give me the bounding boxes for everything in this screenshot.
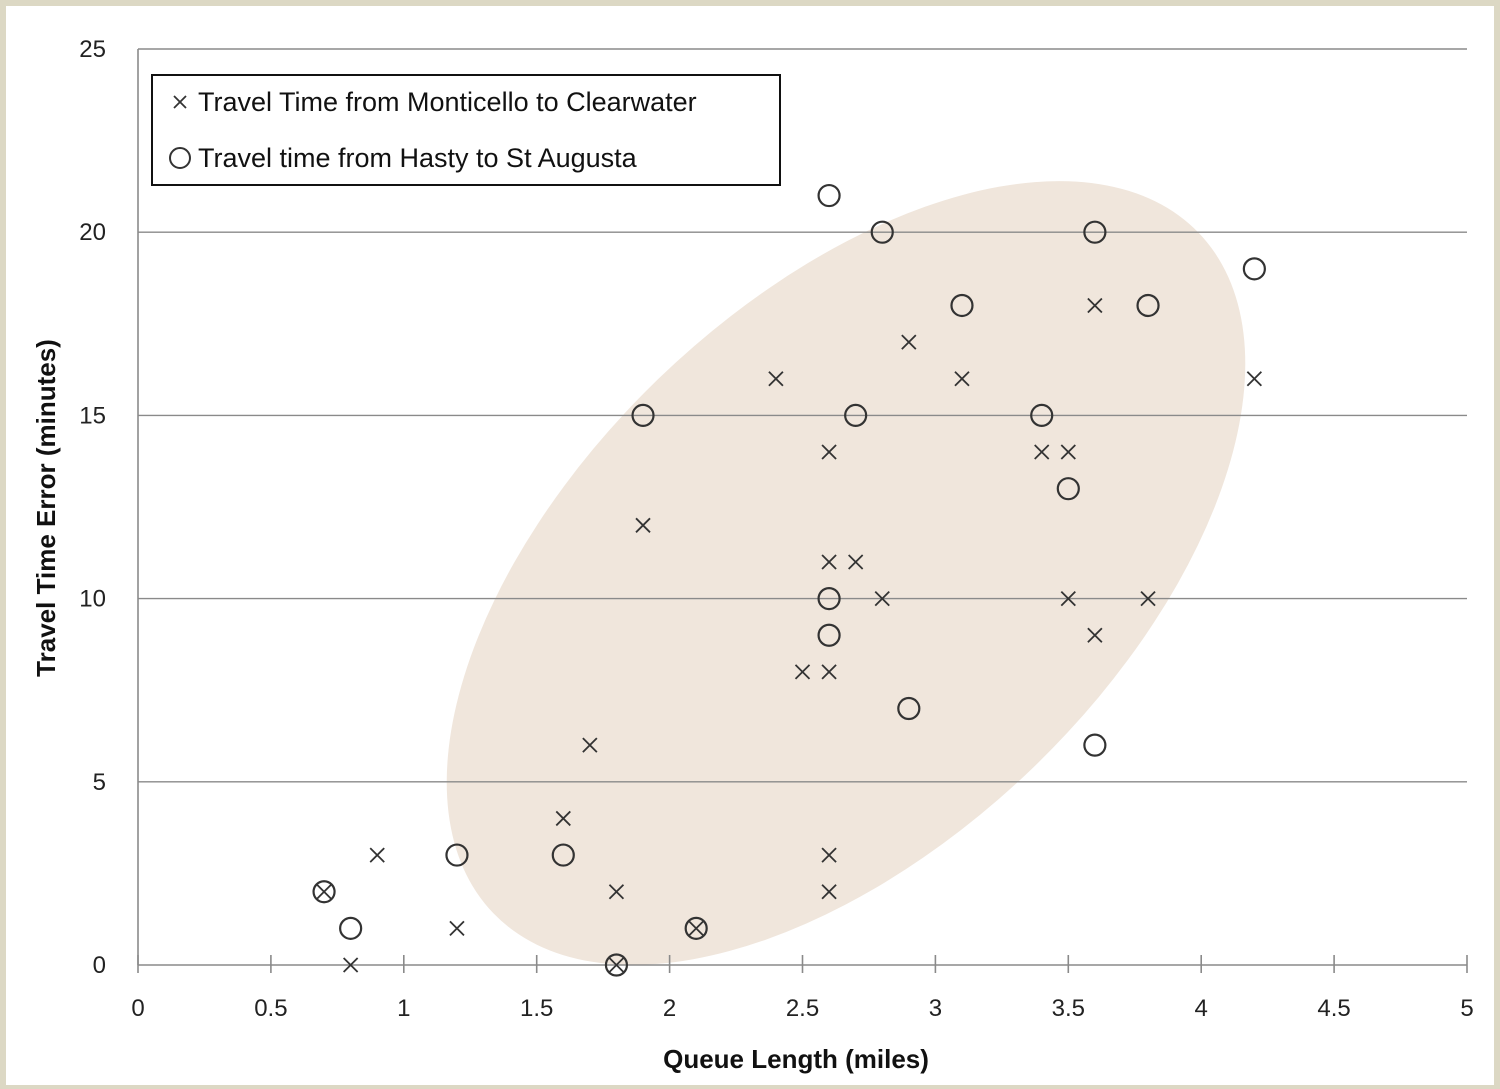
x-axis-title: Queue Length (miles) bbox=[663, 1044, 929, 1074]
point-monticello-clearwater bbox=[449, 920, 465, 936]
point-monticello-clearwater bbox=[768, 371, 784, 387]
x-tick-label: 2 bbox=[663, 995, 676, 1022]
legend: Travel Time from Monticello to Clearwate… bbox=[151, 74, 781, 186]
point-monticello-clearwater bbox=[582, 737, 598, 753]
point-monticello-clearwater bbox=[555, 810, 571, 827]
point-hasty-st-augusta bbox=[1083, 733, 1107, 757]
point-monticello-clearwater bbox=[848, 554, 864, 570]
point-hasty-st-augusta bbox=[631, 403, 655, 427]
point-monticello-clearwater bbox=[794, 664, 811, 680]
legend-box bbox=[151, 74, 781, 186]
point-hasty-st-augusta bbox=[950, 293, 974, 318]
tick-labels: 0 5 10 15 20 25 0 0.5 1 1.5 2 2.5 3 3.5 4 4.5 5 bbox=[79, 36, 1473, 1022]
point-monticello-clearwater bbox=[1034, 444, 1050, 460]
y-tick-label: 10 bbox=[79, 586, 106, 613]
y-tick-label: 20 bbox=[79, 219, 106, 246]
x-tick-label: 2.5 bbox=[786, 995, 819, 1022]
point-monticello-clearwater bbox=[1087, 297, 1103, 314]
point-hasty-st-augusta bbox=[1030, 403, 1054, 427]
point-monticello-clearwater bbox=[954, 371, 970, 387]
y-axis-title: Travel Time Error (minutes) bbox=[31, 339, 61, 677]
x-tick-label: 0.5 bbox=[254, 995, 287, 1022]
x-tick-label: 5 bbox=[1460, 995, 1473, 1022]
point-monticello-clearwater bbox=[821, 554, 837, 570]
y-tick-label: 15 bbox=[79, 402, 106, 429]
point-monticello-clearwater bbox=[1060, 444, 1076, 460]
highlight-ellipse bbox=[446, 181, 1246, 965]
point-monticello-clearwater bbox=[874, 590, 890, 607]
point-hasty-st-augusta bbox=[817, 183, 841, 208]
point-monticello-clearwater bbox=[1140, 590, 1156, 607]
point-monticello-clearwater bbox=[821, 847, 837, 863]
point-monticello-clearwater bbox=[821, 444, 837, 460]
point-monticello-clearwater bbox=[821, 664, 837, 680]
point-hasty-st-augusta bbox=[339, 916, 363, 940]
point-hasty-st-augusta bbox=[551, 843, 575, 867]
x-tick-label: 3.5 bbox=[1052, 995, 1085, 1022]
point-monticello-clearwater bbox=[608, 957, 625, 973]
point-monticello-clearwater bbox=[316, 884, 332, 900]
legend-label-monticello: Travel Time from Monticello to Clearwate… bbox=[198, 87, 697, 117]
x-tick-label: 3 bbox=[929, 995, 942, 1022]
x-tick-label: 0 bbox=[131, 995, 144, 1022]
point-monticello-clearwater bbox=[1246, 371, 1262, 387]
point-hasty-st-augusta bbox=[312, 880, 336, 904]
point-monticello-clearwater bbox=[608, 884, 625, 900]
x-tick-label: 4.5 bbox=[1317, 995, 1350, 1022]
point-monticello-clearwater bbox=[1060, 590, 1076, 607]
point-hasty-st-augusta bbox=[1056, 477, 1080, 501]
gridlines bbox=[138, 48, 1467, 783]
point-monticello-clearwater bbox=[635, 517, 651, 533]
point-hasty-st-augusta bbox=[897, 696, 921, 721]
point-monticello-clearwater bbox=[343, 957, 359, 973]
point-monticello-clearwater bbox=[1087, 627, 1103, 643]
x-tick-label: 1 bbox=[397, 995, 410, 1022]
axes bbox=[137, 49, 1468, 973]
point-hasty-st-augusta bbox=[870, 220, 894, 244]
point-hasty-st-augusta bbox=[1136, 293, 1160, 318]
point-monticello-clearwater bbox=[821, 884, 837, 900]
point-hasty-st-augusta bbox=[844, 403, 868, 427]
point-hasty-st-augusta bbox=[684, 916, 708, 940]
point-hasty-st-augusta bbox=[817, 623, 841, 647]
point-hasty-st-augusta bbox=[817, 586, 841, 611]
point-hasty-st-augusta bbox=[604, 953, 629, 977]
y-tick-label: 5 bbox=[93, 769, 106, 796]
legend-marker-x bbox=[173, 95, 187, 109]
point-hasty-st-augusta bbox=[1242, 257, 1266, 281]
point-monticello-clearwater bbox=[369, 847, 385, 863]
data-points bbox=[312, 183, 1266, 977]
x-tick-label: 4 bbox=[1195, 995, 1208, 1022]
legend-marker-circle bbox=[169, 147, 191, 169]
point-monticello-clearwater bbox=[688, 920, 704, 936]
legend-label-hasty: Travel time from Hasty to St Augusta bbox=[198, 143, 638, 173]
point-hasty-st-augusta bbox=[445, 843, 469, 867]
point-monticello-clearwater bbox=[901, 334, 917, 350]
y-tick-label: 0 bbox=[93, 952, 106, 979]
y-tick-label: 25 bbox=[79, 36, 106, 63]
point-hasty-st-augusta bbox=[1083, 220, 1107, 244]
x-tick-label: 1.5 bbox=[520, 995, 553, 1022]
